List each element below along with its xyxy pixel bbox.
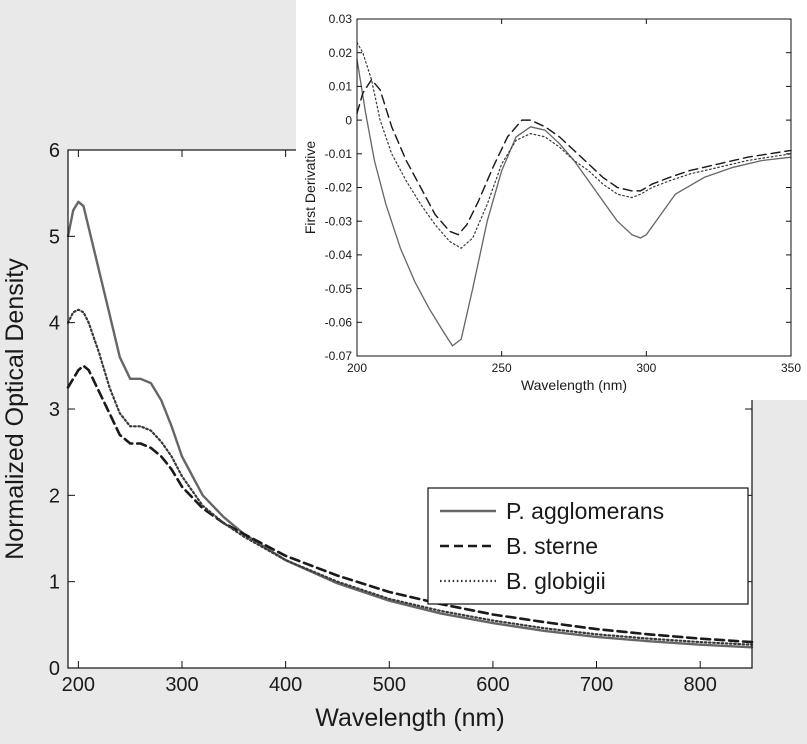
inset-y-tick-label: -0.04 [325,248,353,262]
main-series-group [66,200,754,649]
main-y-tick-label: 3 [49,399,60,421]
inset-y-tick-label: -0.02 [325,181,353,195]
inset-series-line-dashed [356,78,792,236]
main-y-tick-label: 1 [49,572,60,594]
inset-plot-area [357,19,791,356]
inset-y-tick-label: 0.01 [329,80,353,94]
inset-x-tick-label: 350 [781,361,801,375]
main-x-tick-label: 200 [62,674,95,696]
main-x-tick-label: 400 [269,674,302,696]
inset-y-tick-label: 0.02 [329,46,353,60]
inset-series-group [356,41,792,347]
main-series-line-dashed [66,364,754,644]
main-y-tick-label: 5 [49,226,60,248]
inset-y-tick-label: 0.03 [329,12,353,26]
inset-x-axis-label: Wavelength (nm) [521,377,627,393]
legend-label-b-sterne: B. sterne [506,533,598,559]
inset-y-axis-label: First Derivative [302,141,318,235]
main-series-line-solid [66,200,754,649]
legend-box [427,487,749,605]
inset-x-tick-label: 200 [347,361,367,375]
inset-y-tick-label: -0.01 [325,147,353,161]
legend-label-p-agglomerans: P. agglomerans [506,498,664,524]
main-y-tick-label: 0 [49,658,60,680]
inset-x-tick-label: 300 [636,361,656,375]
main-y-tick-label: 6 [49,140,60,162]
inset-y-tick-label: -0.05 [325,282,353,296]
main-ticks: 200 300 400 500 600 700 800 0 1 2 3 4 5 6 [49,140,752,696]
main-y-tick-label: 2 [49,485,60,507]
main-y-axis-label: Normalized Optical Density [1,258,29,560]
inset-y-tick-label: 0 [345,113,352,127]
legend: P. agglomerans B. sterne B. globigii [427,487,749,605]
main-x-axis-label: Wavelength (nm) [315,704,504,732]
inset-ticks: 200 250 300 350 0.03 0.02 0.01 0 -0.01 -0.02 -0.03… [325,12,802,375]
main-x-tick-label: 700 [580,674,613,696]
inset-y-tick-label: -0.07 [325,349,353,363]
legend-label-b-globigii: B. globigii [506,568,606,594]
main-y-tick-label: 4 [49,313,60,335]
inset-y-tick-label: -0.06 [325,316,353,330]
main-series-line-dotted [66,308,754,646]
main-x-tick-label: 800 [683,674,716,696]
main-x-tick-label: 300 [165,674,198,696]
inset-chart: 200 250 300 350 0.03 0.02 0.01 0 -0.01 -0.02 -0.03… [296,0,807,400]
inset-y-tick-label: -0.03 [325,214,353,228]
main-x-tick-label: 500 [373,674,406,696]
main-x-tick-label: 600 [476,674,509,696]
inset-series-line-solid [356,58,792,347]
inset-x-tick-label: 250 [492,361,512,375]
inset-series-line-dotted [356,41,792,249]
